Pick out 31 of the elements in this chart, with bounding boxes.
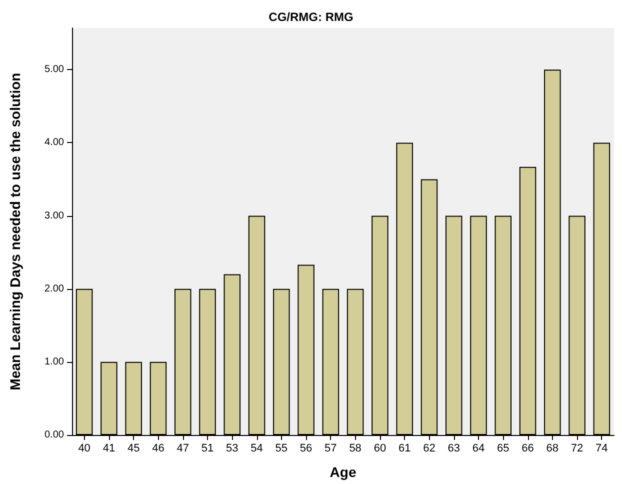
x-tick-label: 65	[497, 442, 510, 454]
x-tick-label: 72	[570, 442, 584, 454]
chart-title: CG/RMG: RMG	[268, 10, 354, 24]
x-tick-label: 64	[472, 442, 485, 454]
x-tick-label: 55	[275, 442, 288, 454]
y-tick-label: 4.00	[44, 137, 64, 148]
x-tick-label: 40	[78, 442, 90, 454]
x-tick-label: 57	[324, 442, 337, 454]
y-tick-label: 2.00	[44, 283, 64, 294]
x-tick-label: 68	[546, 442, 559, 454]
x-tick-label: 74	[596, 442, 608, 454]
x-tick-label: 56	[300, 442, 312, 454]
x-tick-label: 41	[102, 442, 116, 454]
x-tick-label: 47	[176, 442, 189, 454]
y-tick-label: 5.00	[44, 64, 64, 76]
y-tick-label: 1.00	[44, 356, 64, 368]
x-tick-label: 62	[423, 442, 436, 454]
x-tick-label: 54	[250, 442, 263, 454]
x-tick-label: 46	[152, 442, 164, 454]
x-tick-label: 63	[448, 442, 460, 454]
x-tick-label: 66	[522, 442, 534, 454]
x-axis-title: Age	[330, 464, 356, 480]
x-tick-label: 51	[201, 442, 214, 454]
y-tick-label: 0.00	[44, 430, 64, 440]
x-tick-label: 45	[127, 442, 140, 454]
y-tick-label: 3.00	[44, 210, 64, 222]
x-tick-label: 58	[349, 442, 362, 454]
y-axis-title: Mean Learning Days needed to use the solution	[7, 72, 23, 390]
x-tick-label: 61	[398, 442, 411, 454]
x-tick-label: 60	[374, 442, 386, 454]
x-tick-label: 53	[226, 442, 238, 454]
